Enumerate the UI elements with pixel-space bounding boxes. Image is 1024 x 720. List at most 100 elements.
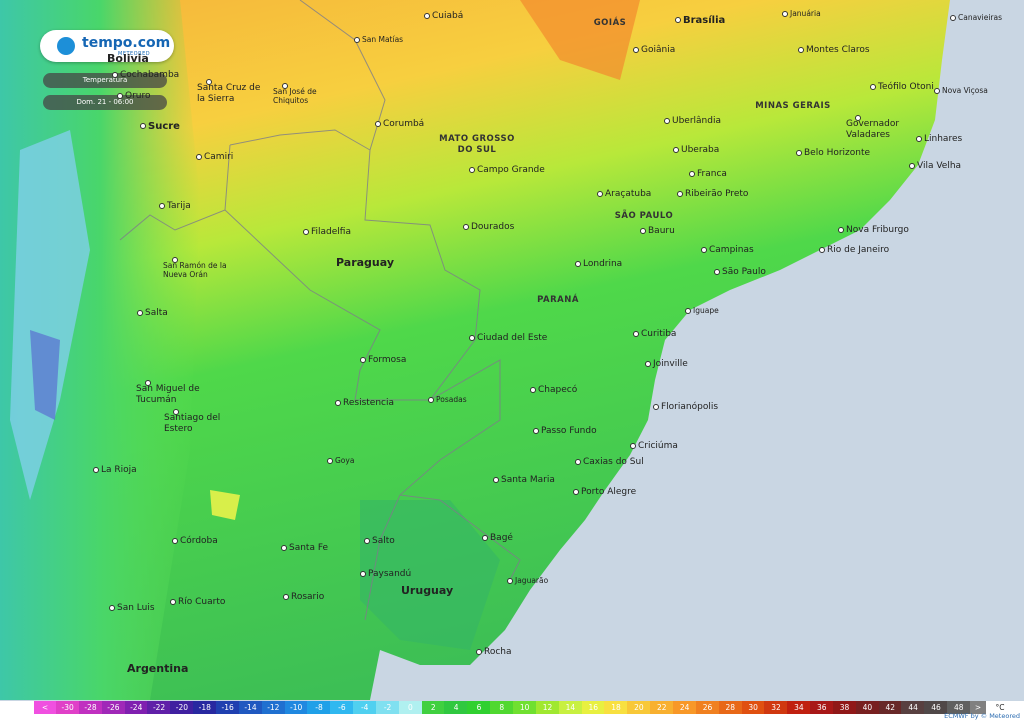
city-dot [327,458,333,464]
city-dot [159,203,165,209]
city-label: Cochabamba [120,70,180,80]
city-dot [112,72,118,78]
city-label: Curitiba [641,329,677,339]
city-label: Iguape [693,306,719,315]
city-label: Goya [335,456,355,465]
legend-value: 40 [855,701,880,714]
city-dot [575,261,581,267]
city-dot [283,594,289,600]
legend-value: 8 [490,701,514,714]
legend-value: 46 [924,701,948,714]
country-label: Uruguay [401,584,454,597]
city-label: Santiago del Estero [164,413,221,434]
city-label: Filadelfia [311,227,351,237]
city-label: Ciudad del Este [477,333,548,343]
city-dot [173,409,179,415]
city-label: Campinas [709,245,754,255]
legend-value: -8 [307,701,331,714]
city-dot [354,37,360,43]
city-dot [140,123,146,129]
city-label: Araçatuba [605,189,652,199]
city-label: Jaguarão [515,576,549,585]
legend-value: 22 [650,701,674,714]
city-label: Joinville [653,359,688,369]
time-button[interactable]: Dom. 21 - 06:00 [43,95,167,110]
city-label: Belo Horizonte [804,148,871,158]
legend-value: 18 [604,701,628,714]
city-label: Franca [697,169,727,179]
city-label: Cuiabá [432,11,464,21]
city-label: Bagé [490,533,513,543]
city-label: Uberlândia [672,116,721,126]
city-dot [482,535,488,541]
city-dot [714,269,720,275]
city-label: Chapecó [538,385,578,395]
city-dot [909,163,915,169]
legend-value: 14 [558,701,583,714]
city-label: Florianópolis [661,402,719,412]
city-label: Río Cuarto [178,597,226,607]
city-label: San Ramón de la Nueva Orán [163,261,227,279]
legend-value: -4 [353,701,377,714]
country-label: Argentina [127,662,189,675]
region-label: MATO GROSSO DO SUL [439,134,515,155]
city-label: La Rioja [101,465,137,475]
city-dot [630,443,636,449]
city-dot [109,605,115,611]
city-dot [685,308,691,314]
city-label: Caxias do Sul [583,457,644,467]
city-label: Sucre [148,121,180,132]
city-dot [172,257,178,263]
city-label: Santa Maria [501,475,555,485]
city-dot [798,47,804,53]
city-dot [701,247,707,253]
legend-value: -26 [101,701,126,714]
city-dot [575,459,581,465]
legend-value: -20 [170,701,194,714]
city-dot [476,649,482,655]
city-dot [145,380,151,386]
city-label: Bauru [648,226,675,236]
city-label: Rocha [484,647,512,657]
city-label: Rosario [291,592,325,602]
legend-value: -2 [375,701,400,714]
legend-value: 16 [581,701,605,714]
legend-value: -18 [193,701,217,714]
region-label: SÃO PAULO [614,211,674,221]
city-label: Formosa [368,355,407,365]
city-dot [640,228,646,234]
city-dot [428,397,434,403]
city-dot [573,489,579,495]
city-dot [469,335,475,341]
city-label: Camiri [204,152,234,162]
logo[interactable]: tempo.com METEORED [40,30,174,62]
city-label: Uberaba [681,145,720,155]
city-dot [206,79,212,85]
city-dot [364,538,370,544]
city-dot [335,400,341,406]
legend-value: 2 [421,701,445,714]
region-label: GOIÁS [593,18,627,28]
city-label: Passo Fundo [541,426,597,436]
legend-value: 48 [947,701,971,714]
city-label: Santa Cruz de la Sierra [197,83,261,104]
city-label: São Paulo [722,267,766,277]
legend-value: -10 [284,701,308,714]
legend-value: 28 [718,701,742,714]
city-dot [303,229,309,235]
legend-value: 24 [672,701,697,714]
city-dot [677,191,683,197]
brand: tempo.com [82,35,171,51]
city-dot [855,115,861,121]
legend-low: < [34,701,56,714]
city-dot [796,150,802,156]
logo-icon [57,37,75,55]
city-dot [93,467,99,473]
legend-value: 42 [878,701,902,714]
city-dot [819,247,825,253]
legend-value: 36 [810,701,834,714]
city-label: Tarija [167,201,191,211]
layer-button[interactable]: Temperatura [43,73,167,88]
city-dot [633,331,639,337]
city-label: Montes Claros [806,45,870,55]
